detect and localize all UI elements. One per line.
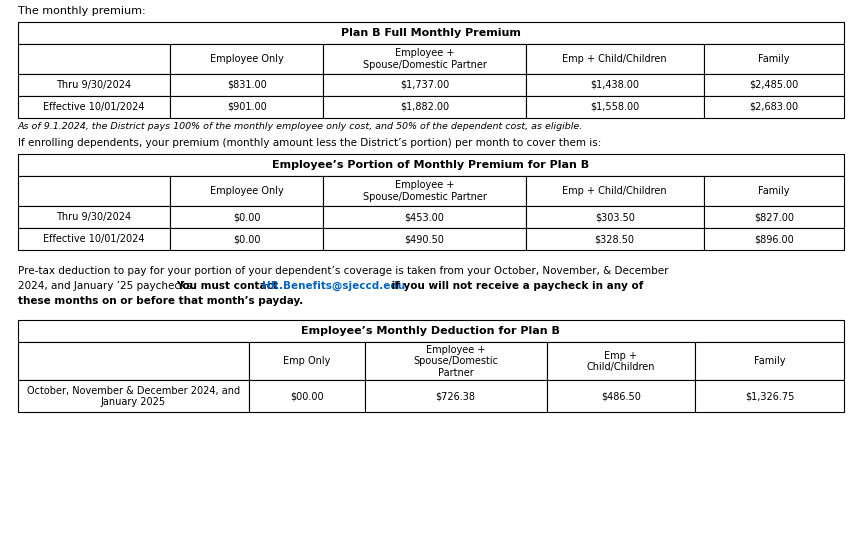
Text: $453.00: $453.00 [405,212,445,222]
Bar [249,381,365,412]
Text: Employee’s Portion of Monthly Premium for Plan B: Employee’s Portion of Monthly Premium fo… [273,160,590,170]
Bar [18,176,170,206]
Bar [704,176,844,206]
Text: 2024, and January ’25 paychecks.: 2024, and January ’25 paychecks. [18,281,201,291]
Text: $831.00: $831.00 [227,80,267,90]
Text: $00.00: $00.00 [290,391,324,401]
Bar [704,228,844,250]
Text: $2,485.00: $2,485.00 [749,80,798,90]
Text: $0.00: $0.00 [233,212,261,222]
Bar [365,381,546,412]
Text: $1,882.00: $1,882.00 [400,102,449,112]
Text: Plan B Full Monthly Premium: Plan B Full Monthly Premium [341,28,521,38]
Text: $328.50: $328.50 [595,234,635,244]
Bar [18,96,170,118]
Bar [526,228,704,250]
Text: HR.Benefits@sjeccd.edu: HR.Benefits@sjeccd.edu [262,281,406,291]
Text: $486.50: $486.50 [601,391,641,401]
Bar [170,228,324,250]
Text: October, November & December 2024, and
January 2025: October, November & December 2024, and J… [26,386,240,407]
Bar [18,154,844,176]
Bar [249,343,365,381]
Bar [546,343,695,381]
Bar [704,206,844,228]
Bar [18,206,170,228]
Text: Emp +
Child/Children: Emp + Child/Children [587,350,655,372]
Bar [526,176,704,206]
Bar [18,44,170,74]
Text: $901.00: $901.00 [227,102,267,112]
Text: Employee Only: Employee Only [210,54,284,64]
Text: $896.00: $896.00 [754,234,794,244]
Bar [324,96,526,118]
Text: $1,326.75: $1,326.75 [745,391,794,401]
Bar [704,96,844,118]
Bar [18,74,170,96]
Text: $2,683.00: $2,683.00 [749,102,798,112]
Bar [18,343,249,381]
Bar [324,228,526,250]
Text: $1,438.00: $1,438.00 [590,80,639,90]
Bar [704,44,844,74]
Bar [170,74,324,96]
Text: You must contact: You must contact [176,281,281,291]
Bar [324,176,526,206]
Bar [324,44,526,74]
Text: Thru 9/30/2024: Thru 9/30/2024 [56,80,131,90]
Text: Employee Only: Employee Only [210,186,284,196]
Text: these months on or before that month’s payday.: these months on or before that month’s p… [18,296,302,306]
Bar [18,22,844,44]
Bar [18,320,844,343]
Bar [546,381,695,412]
Text: Emp + Child/Children: Emp + Child/Children [562,186,667,196]
Bar [365,343,546,381]
Bar [704,74,844,96]
Bar [324,74,526,96]
Text: Effective 10/01/2024: Effective 10/01/2024 [43,102,145,112]
Text: As of 9.1.2024, the District pays 100% of the monthly employee only cost, and 50: As of 9.1.2024, the District pays 100% o… [18,122,583,131]
Bar [18,381,249,412]
Bar [324,206,526,228]
Text: Pre-tax deduction to pay for your portion of your dependent’s coverage is taken : Pre-tax deduction to pay for your portio… [18,266,668,276]
Text: if you will not receive a paycheck in any of: if you will not receive a paycheck in an… [389,281,644,291]
Bar [170,44,324,74]
Text: $827.00: $827.00 [754,212,794,222]
Text: If enrolling dependents, your premium (monthly amount less the District’s portio: If enrolling dependents, your premium (m… [18,138,601,148]
Text: Employee +
Spouse/Domestic
Partner: Employee + Spouse/Domestic Partner [413,345,498,378]
Bar [526,74,704,96]
Text: The monthly premium:: The monthly premium: [18,6,145,16]
Text: $0.00: $0.00 [233,234,261,244]
Text: Family: Family [758,186,790,196]
Bar [526,44,704,74]
Bar [695,343,844,381]
Bar [170,206,324,228]
Text: Family: Family [758,54,790,64]
Text: Thru 9/30/2024: Thru 9/30/2024 [56,212,131,222]
Text: $1,737.00: $1,737.00 [400,80,449,90]
Bar [170,96,324,118]
Text: $303.50: $303.50 [595,212,635,222]
Text: Employee’s Monthly Deduction for Plan B: Employee’s Monthly Deduction for Plan B [302,326,561,336]
Bar [695,381,844,412]
Bar [526,96,704,118]
Text: Employee +
Spouse/Domestic Partner: Employee + Spouse/Domestic Partner [363,48,486,70]
Text: $490.50: $490.50 [405,234,445,244]
Text: Emp + Child/Children: Emp + Child/Children [562,54,667,64]
Text: Emp Only: Emp Only [283,357,331,367]
Text: Effective 10/01/2024: Effective 10/01/2024 [43,234,145,244]
Bar [526,206,704,228]
Text: $726.38: $726.38 [435,391,475,401]
Text: $1,558.00: $1,558.00 [590,102,639,112]
Text: Family: Family [754,357,786,367]
Bar [18,228,170,250]
Text: Employee +
Spouse/Domestic Partner: Employee + Spouse/Domestic Partner [363,180,486,202]
Bar [170,176,324,206]
